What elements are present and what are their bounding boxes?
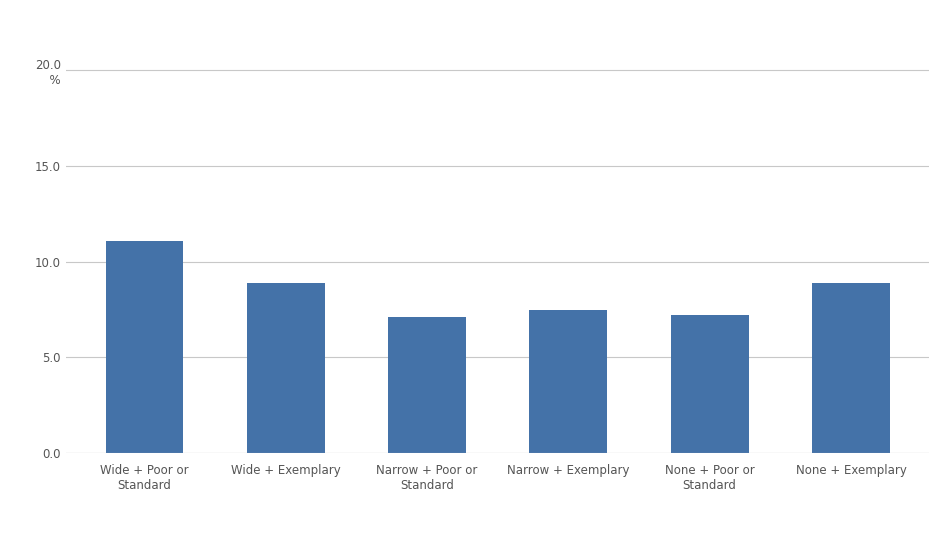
Bar (105, 240, 183, 453)
Bar (246, 282, 324, 453)
Bar (530, 310, 608, 453)
Bar (671, 315, 749, 453)
Bar (388, 317, 465, 453)
Bar (812, 282, 890, 453)
